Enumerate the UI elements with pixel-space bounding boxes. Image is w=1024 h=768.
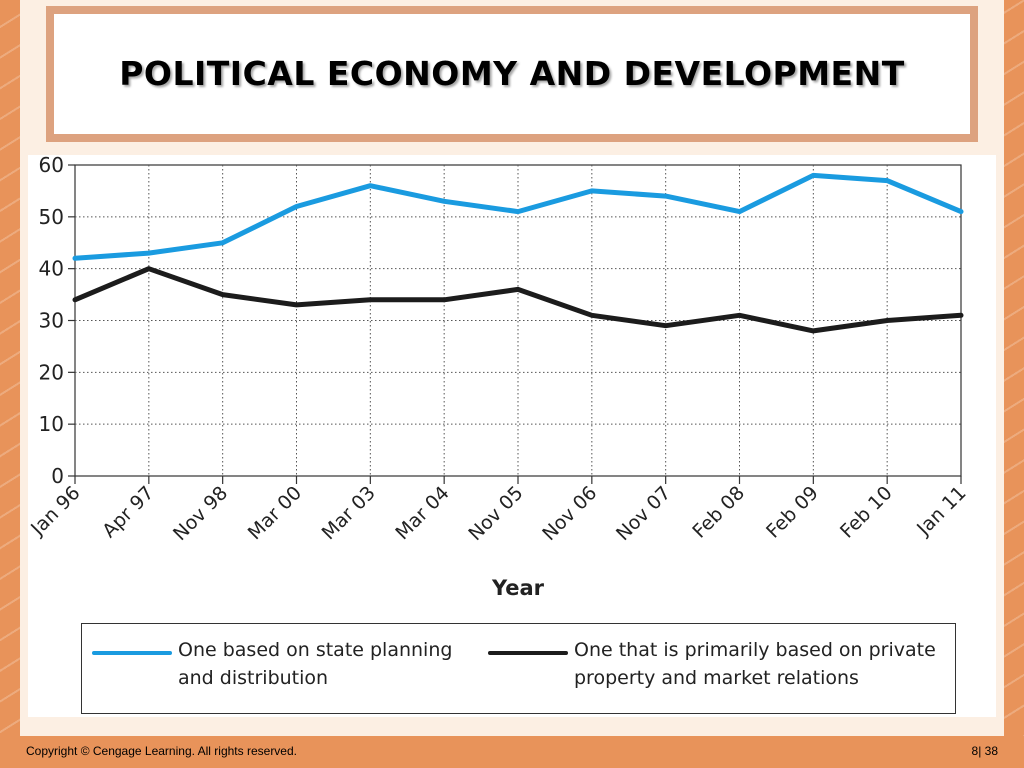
legend-swatch-state-planning (92, 651, 172, 655)
footer-bar: Copyright © Cengage Learning. All rights… (0, 736, 1024, 768)
x-tick-label: Feb 09 (762, 482, 823, 543)
y-tick-label: 0 (51, 464, 64, 488)
x-tick-label: Mar 04 (391, 482, 453, 544)
y-tick-label: 40 (39, 257, 64, 281)
x-tick-label: Nov 06 (538, 482, 601, 545)
y-tick-label: 10 (39, 412, 64, 436)
series-line-state-planning (72, 172, 964, 261)
x-tick-label: Jan 96 (28, 482, 85, 540)
page-number: 8| 38 (971, 744, 998, 758)
x-tick-label: Apr 97 (98, 482, 158, 542)
x-tick-label: Nov 07 (612, 482, 675, 545)
legend-label-private-property-line2: property and market relations (574, 667, 859, 689)
x-axis-title: Year (491, 576, 545, 600)
legend-label-state-planning-line1: One based on state planning (178, 639, 453, 661)
x-tick-label: Feb 10 (836, 482, 897, 543)
legend-swatch-private-property (488, 651, 568, 655)
y-tick-label: 30 (39, 309, 64, 333)
legend-label-private-property-line1: One that is primarily based on private (574, 639, 936, 661)
slide-title: POLITICAL ECONOMY AND DEVELOPMENT (119, 54, 905, 93)
y-tick-label: 20 (39, 360, 64, 384)
y-tick-label: 60 (39, 155, 64, 177)
y-tick-label: 50 (39, 205, 64, 229)
copyright-text: Copyright © Cengage Learning. All rights… (26, 744, 297, 758)
title-frame: POLITICAL ECONOMY AND DEVELOPMENT (46, 6, 978, 142)
x-tick-label: Jan 11 (912, 482, 970, 540)
x-tick-label: Nov 05 (464, 482, 527, 545)
series-line-private-property (72, 266, 964, 334)
chart-legend: One based on state planning and distribu… (81, 623, 956, 714)
x-tick-label: Mar 00 (244, 482, 306, 544)
x-tick-label: Feb 08 (688, 482, 749, 543)
x-tick-label: Mar 03 (318, 482, 380, 544)
legend-label-state-planning-line2: and distribution (178, 667, 329, 689)
x-tick-label: Nov 98 (169, 482, 232, 545)
